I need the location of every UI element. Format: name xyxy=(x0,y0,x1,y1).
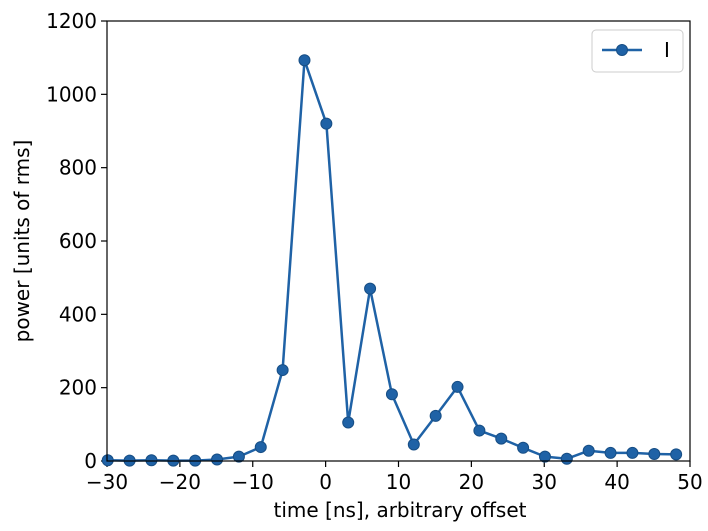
data-point xyxy=(407,438,420,451)
y-tick-label: 0 xyxy=(84,449,97,473)
x-tick-label: 10 xyxy=(386,470,411,494)
data-point xyxy=(298,54,311,67)
data-point xyxy=(385,388,398,401)
data-point xyxy=(517,441,530,454)
y-axis-label: power [units of rms] xyxy=(10,140,34,343)
y-tick-label: 600 xyxy=(59,229,97,253)
x-tick-label: 20 xyxy=(459,470,484,494)
data-point xyxy=(582,444,595,457)
data-point xyxy=(451,380,464,393)
legend-label-I: I xyxy=(664,38,670,62)
x-axis-label: time [ns], arbitrary offset xyxy=(273,498,526,522)
data-point xyxy=(276,364,289,377)
data-point xyxy=(429,409,442,422)
x-tick-label: −30 xyxy=(86,470,128,494)
x-tick-label: 40 xyxy=(604,470,629,494)
data-point xyxy=(145,454,158,467)
data-point xyxy=(211,453,224,466)
x-tick-label: 30 xyxy=(532,470,557,494)
data-point xyxy=(364,282,377,295)
legend-marker-swatch xyxy=(616,44,628,56)
plot-frame xyxy=(106,20,691,462)
data-point xyxy=(473,424,486,437)
data-point xyxy=(342,416,355,429)
y-tick-label: 400 xyxy=(59,302,97,326)
y-tick-label: 200 xyxy=(59,376,97,400)
y-tick-label: 800 xyxy=(59,156,97,180)
data-point xyxy=(604,446,617,459)
x-tick-label: 0 xyxy=(319,470,332,494)
legend: I xyxy=(591,29,684,73)
x-tick-label: −20 xyxy=(159,470,201,494)
x-tick-label: −10 xyxy=(232,470,274,494)
data-point xyxy=(101,454,114,467)
x-tick-label: 50 xyxy=(677,470,702,494)
data-point xyxy=(232,450,245,463)
axis-ticks: −30 −20 −10 0 10 20 30 40 50 0 200 400 600 800 1000 120… xyxy=(46,9,703,494)
data-point xyxy=(670,448,683,461)
data-point xyxy=(648,448,661,461)
data-point xyxy=(626,446,639,459)
y-tick-label: 1000 xyxy=(46,82,97,106)
data-point xyxy=(254,441,267,454)
data-point xyxy=(560,452,573,465)
data-point xyxy=(495,432,508,445)
y-tick-label: 1200 xyxy=(46,9,97,33)
data-point xyxy=(538,450,551,463)
data-point xyxy=(320,117,333,130)
